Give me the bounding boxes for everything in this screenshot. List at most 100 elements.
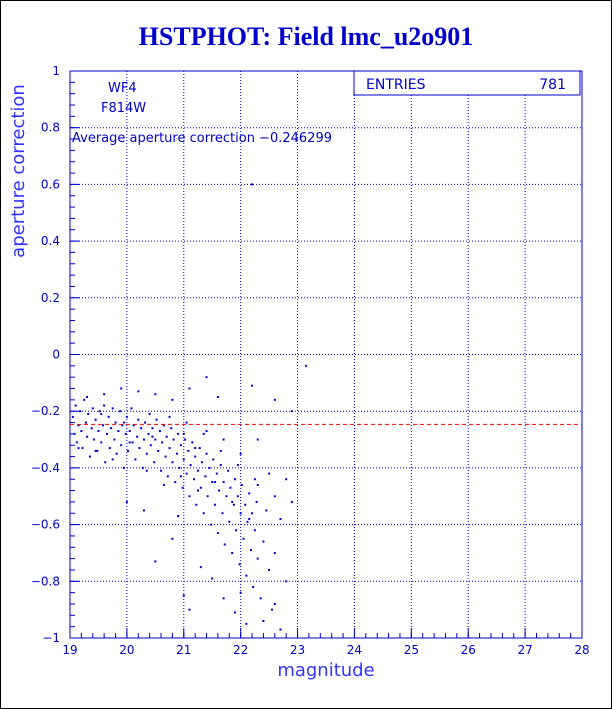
data-point	[123, 421, 126, 424]
data-point	[161, 441, 164, 444]
data-point	[208, 466, 211, 469]
data-point	[200, 461, 203, 464]
y-tick-label: −0.2	[31, 404, 60, 418]
data-point	[179, 475, 182, 478]
data-point	[171, 537, 174, 540]
y-tick-label: 0.6	[41, 177, 60, 191]
data-point	[199, 566, 202, 569]
data-point	[205, 376, 208, 379]
data-point	[151, 435, 154, 438]
data-point	[249, 549, 252, 552]
data-point	[149, 444, 152, 447]
data-point	[182, 458, 185, 461]
data-point	[265, 509, 268, 512]
data-point	[219, 464, 222, 467]
data-point	[216, 396, 219, 399]
y-tick-label: 0.8	[41, 121, 60, 135]
data-point	[251, 183, 254, 186]
data-point	[147, 432, 150, 435]
y-tick-label: −0.6	[31, 518, 60, 532]
data-point	[290, 410, 293, 413]
data-point	[248, 492, 251, 495]
data-point	[244, 503, 247, 506]
data-point	[137, 390, 140, 393]
data-point	[238, 563, 241, 566]
data-point	[205, 452, 208, 455]
data-point	[145, 452, 148, 455]
data-point	[86, 396, 89, 399]
data-point	[221, 512, 224, 515]
data-point	[162, 483, 165, 486]
data-point	[219, 449, 222, 452]
data-point	[214, 481, 217, 484]
data-point	[117, 430, 120, 433]
data-point	[134, 458, 137, 461]
data-point	[235, 529, 238, 532]
data-point	[96, 449, 99, 452]
data-point	[128, 430, 131, 433]
data-point	[216, 532, 219, 535]
data-point	[183, 438, 186, 441]
data-point	[154, 560, 157, 563]
data-point	[255, 500, 258, 503]
data-point	[211, 577, 214, 580]
data-point	[111, 407, 114, 410]
data-point	[81, 447, 84, 450]
data-point	[197, 469, 199, 472]
data-point	[103, 404, 106, 407]
data-point	[233, 611, 236, 614]
axis-ticks: 19 20 21 22 23 24 25 26 27 28 −1 −0.8 −0.6 −0.4 −0.2 0 0…	[31, 64, 590, 657]
data-point	[259, 597, 262, 600]
data-point	[191, 441, 194, 444]
data-point	[94, 418, 97, 421]
data-point	[273, 551, 276, 554]
y-tick-label: 0.4	[41, 234, 60, 248]
data-point	[155, 418, 158, 421]
data-point	[138, 447, 141, 450]
data-point	[121, 424, 124, 427]
data-point	[130, 407, 133, 410]
data-point	[107, 415, 110, 418]
data-point	[162, 424, 165, 427]
data-point	[253, 529, 256, 532]
data-point	[215, 472, 218, 475]
data-point	[279, 517, 282, 520]
data-point	[305, 364, 308, 367]
data-point	[177, 432, 180, 435]
data-point	[177, 515, 180, 518]
data-point	[193, 478, 196, 481]
data-point	[168, 415, 171, 418]
data-point	[166, 475, 169, 478]
annotation-detector: WF4	[108, 81, 137, 96]
data-point	[153, 461, 156, 464]
data-point	[125, 500, 128, 503]
grid	[70, 71, 582, 638]
y-tick-label: −0.8	[31, 574, 60, 588]
data-point	[103, 393, 106, 396]
data-point	[125, 415, 128, 418]
data-point	[239, 512, 242, 515]
data-point	[100, 441, 103, 444]
data-point	[164, 455, 167, 458]
x-tick-label: 26	[461, 643, 476, 657]
data-point	[154, 438, 157, 441]
data-point	[188, 387, 191, 390]
data-point	[131, 441, 134, 444]
data-point	[74, 404, 77, 407]
data-point	[268, 472, 271, 475]
data-point	[268, 568, 271, 571]
data-point	[198, 447, 201, 450]
data-point	[227, 469, 230, 472]
data-point	[154, 393, 157, 396]
annotation-average: Average aperture correction −0.246299	[72, 131, 332, 146]
data-point	[179, 444, 182, 447]
data-point	[199, 486, 202, 489]
x-tick-label: 21	[176, 643, 191, 657]
data-point	[86, 435, 89, 438]
y-tick-label: −1	[42, 631, 60, 645]
data-point	[79, 410, 82, 413]
data-point	[120, 387, 123, 390]
x-tick-label: 20	[119, 643, 134, 657]
data-point	[113, 438, 116, 441]
data-point	[252, 585, 255, 588]
